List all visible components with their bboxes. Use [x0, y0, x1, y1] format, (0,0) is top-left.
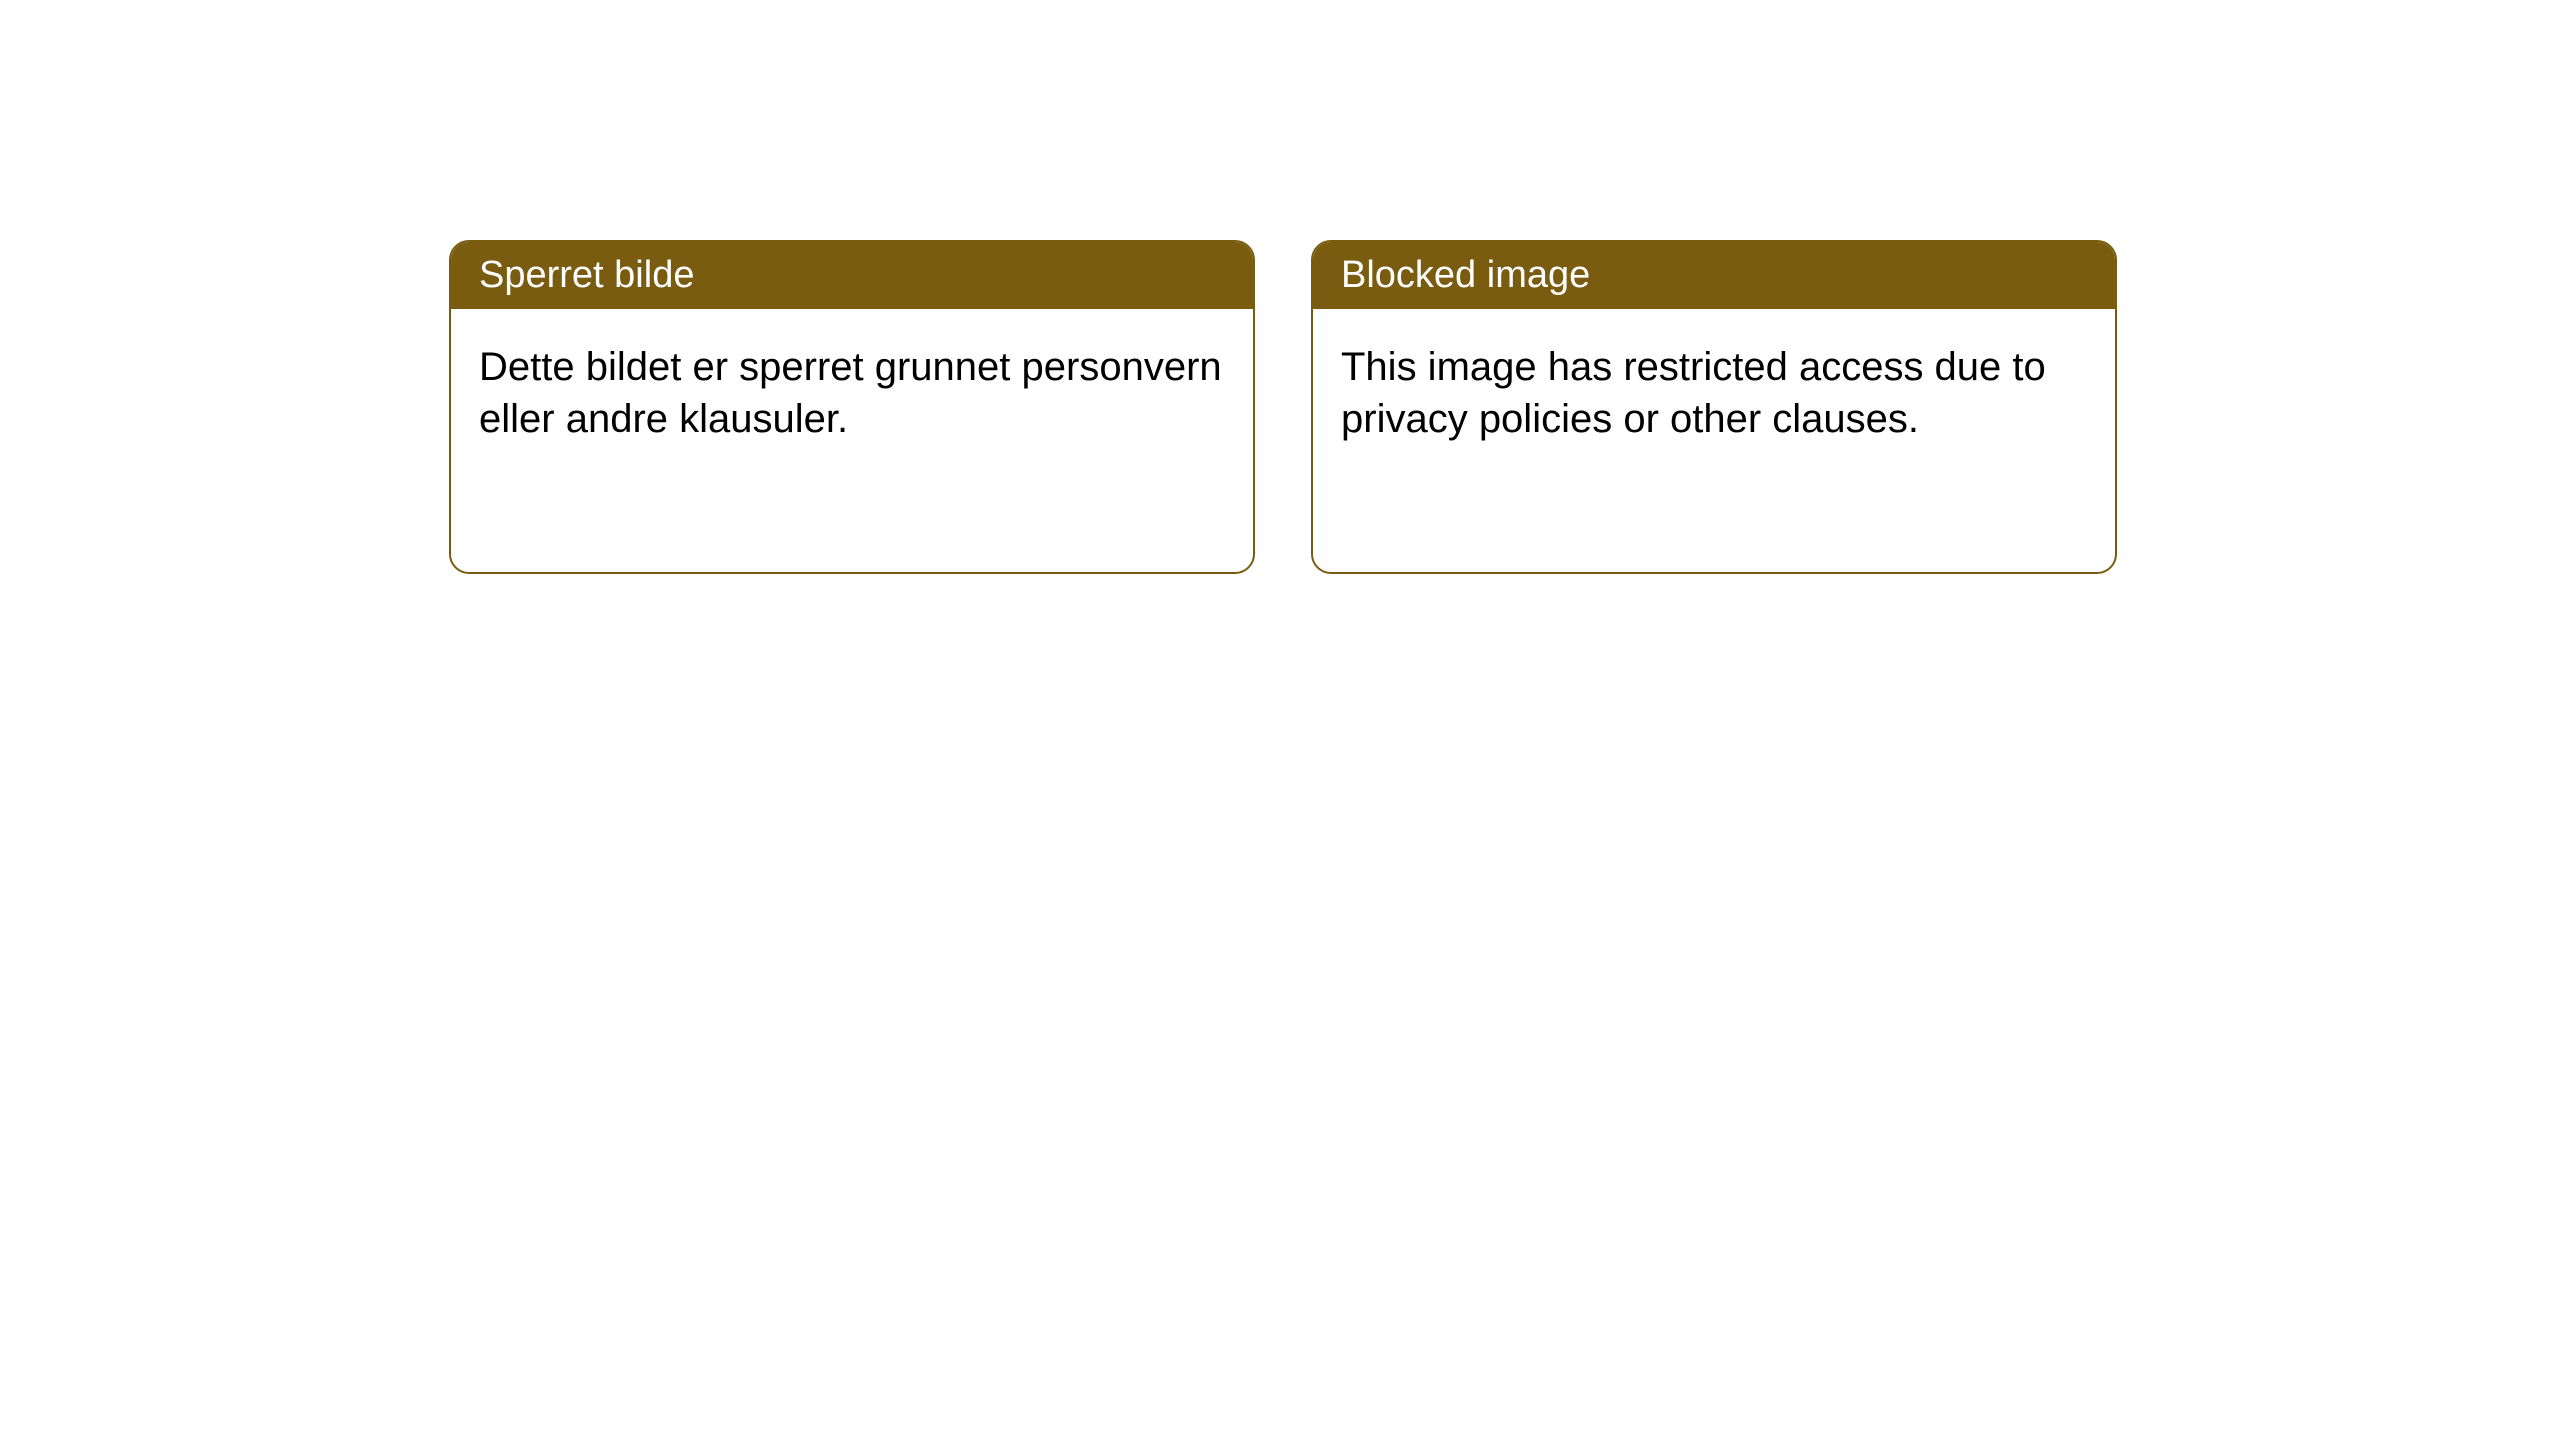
- notice-cards-container: Sperret bilde Dette bildet er sperret gr…: [449, 240, 2117, 574]
- card-body-text: This image has restricted access due to …: [1341, 345, 2046, 441]
- card-title: Blocked image: [1341, 254, 1590, 296]
- card-body: This image has restricted access due to …: [1313, 309, 2115, 477]
- card-body: Dette bildet er sperret grunnet personve…: [451, 309, 1253, 477]
- card-header: Blocked image: [1313, 242, 2115, 309]
- notice-card-english: Blocked image This image has restricted …: [1311, 240, 2117, 574]
- notice-card-norwegian: Sperret bilde Dette bildet er sperret gr…: [449, 240, 1255, 574]
- card-body-text: Dette bildet er sperret grunnet personve…: [479, 345, 1222, 441]
- card-title: Sperret bilde: [479, 254, 694, 296]
- card-header: Sperret bilde: [451, 242, 1253, 309]
